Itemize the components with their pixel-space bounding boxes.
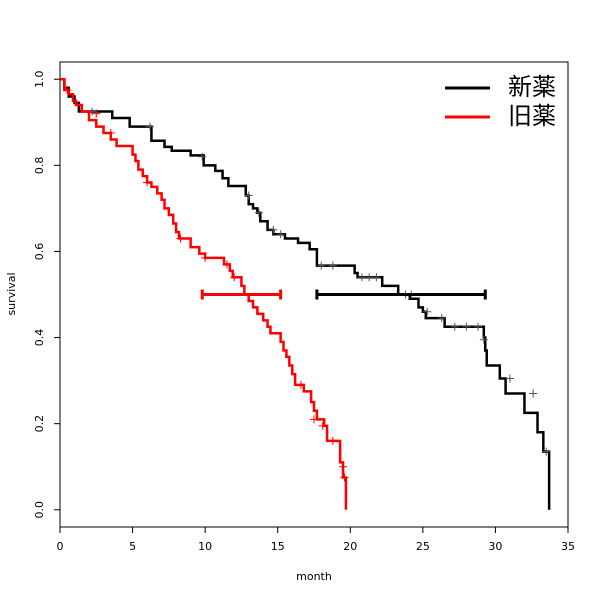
x-tick-label: 5 [129, 540, 136, 553]
median-ci [315, 289, 487, 300]
censor-mark [505, 374, 514, 383]
censor-mark [450, 322, 459, 331]
censor-mark [106, 129, 115, 138]
censor-mark [423, 307, 432, 316]
censor-mark [529, 389, 538, 398]
x-tick-label: 0 [57, 540, 64, 553]
censor-mark [437, 314, 446, 323]
plot-frame [59, 61, 569, 528]
y-tick-label: 1.0 [33, 70, 46, 88]
y-tick-label: 0.6 [33, 243, 46, 261]
y-tick-label: 0.4 [33, 329, 46, 347]
censor-mark [339, 462, 348, 471]
censor-mark [145, 122, 154, 131]
censor-mark [310, 415, 318, 424]
censor-mark [328, 436, 337, 445]
censor-mark [542, 447, 551, 456]
y-axis-label: survival [5, 272, 18, 315]
x-tick-label: 35 [561, 540, 575, 553]
x-tick-label: 15 [271, 540, 285, 553]
censor-mark [317, 261, 326, 270]
censor-mark [340, 473, 349, 482]
censor-mark [276, 230, 285, 239]
censor-mark [143, 178, 152, 187]
legend-label: 旧薬 [508, 102, 556, 130]
censor-mark [328, 261, 337, 270]
censor-mark [479, 335, 488, 344]
y-tick-label: 0.8 [33, 157, 46, 175]
censor-mark [462, 322, 471, 331]
censor-mark [244, 191, 253, 200]
x-tick-label: 20 [343, 540, 357, 553]
median-ci [200, 289, 283, 300]
x-tick-label: 25 [416, 540, 430, 553]
censor-mark [198, 152, 207, 161]
censor-mark [230, 273, 239, 282]
x-axis-label: month [296, 570, 332, 583]
censor-mark [357, 273, 366, 282]
censor-mark [365, 273, 374, 282]
censor-mark [318, 421, 327, 430]
y-tick-label: 0.2 [33, 415, 46, 433]
y-tick-label: 0.0 [33, 501, 46, 519]
censor-mark [201, 253, 210, 262]
censor-mark [222, 260, 231, 269]
x-tick-label: 10 [198, 540, 212, 553]
legend-label: 新薬 [508, 73, 556, 101]
censor-mark [254, 208, 263, 217]
x-tick-label: 30 [488, 540, 502, 553]
censor-mark [269, 225, 278, 234]
censor-mark [63, 85, 72, 94]
censor-mark [92, 109, 101, 118]
censor-mark [296, 380, 305, 389]
censor-mark [474, 322, 483, 331]
survival-curve [60, 77, 551, 510]
censor-mark [176, 234, 185, 243]
censor-mark [372, 273, 381, 282]
